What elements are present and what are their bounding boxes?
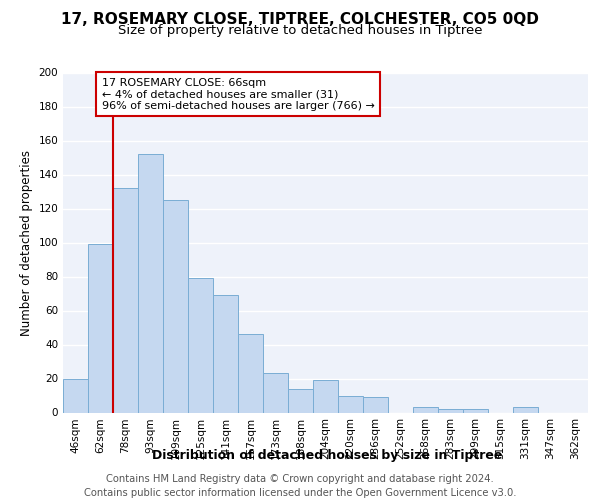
Bar	[263, 374, 288, 412]
Text: Contains HM Land Registry data © Crown copyright and database right 2024.
Contai: Contains HM Land Registry data © Crown c…	[84, 474, 516, 498]
Bar	[288, 388, 313, 412]
Bar	[63, 378, 88, 412]
Bar	[238, 334, 263, 412]
Bar	[438, 409, 463, 412]
Bar	[313, 380, 338, 412]
Bar	[88, 244, 113, 412]
Bar	[338, 396, 363, 412]
Bar	[188, 278, 213, 412]
Text: 17 ROSEMARY CLOSE: 66sqm
← 4% of detached houses are smaller (31)
96% of semi-de: 17 ROSEMARY CLOSE: 66sqm ← 4% of detache…	[102, 78, 374, 111]
Bar	[163, 200, 188, 412]
Bar	[463, 409, 488, 412]
Bar	[363, 397, 388, 412]
Bar	[413, 408, 438, 412]
Text: Distribution of detached houses by size in Tiptree: Distribution of detached houses by size …	[152, 450, 502, 462]
Text: Size of property relative to detached houses in Tiptree: Size of property relative to detached ho…	[118, 24, 482, 37]
Bar	[138, 154, 163, 412]
Bar	[113, 188, 138, 412]
Text: 17, ROSEMARY CLOSE, TIPTREE, COLCHESTER, CO5 0QD: 17, ROSEMARY CLOSE, TIPTREE, COLCHESTER,…	[61, 12, 539, 28]
Y-axis label: Number of detached properties: Number of detached properties	[20, 150, 33, 336]
Bar	[513, 408, 538, 412]
Bar	[213, 295, 238, 412]
